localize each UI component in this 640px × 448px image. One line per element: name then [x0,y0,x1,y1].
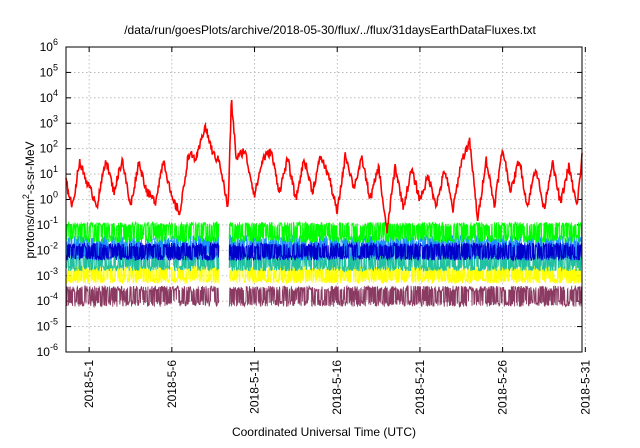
plot-data [65,99,583,309]
plot-frame [65,46,583,353]
y-tick-label: 105 [40,62,58,79]
y-tick-label: 10-3 [37,266,58,283]
x-tick-label: 2018-5-31 [578,360,592,415]
y-tick-label: 104 [40,88,58,105]
y-tick-label: 10-1 [37,215,58,232]
x-tick-label: 2018-5-26 [496,360,510,415]
series-line [65,241,583,263]
y-tick-label: 102 [40,139,58,156]
y-tick-labels: 10-6 10-5 10-4 10-3 10-2 10-1 100 101 102 103 104 1… [37,37,58,359]
y-tick-label: 103 [40,113,58,130]
y-tick-label: 10-5 [37,317,58,334]
series-line [65,220,583,244]
x-tick-labels: 2018-5-1 2018-5-6 2018-5-11 2018-5-16 2018-5… [82,360,592,415]
x-axis-label: Coordinated Universal Time (UTC) [232,425,416,439]
x-tick-label: 2018-5-11 [248,360,262,414]
chart-title: /data/run/goesPlots/archive/2018-05-30/f… [124,23,536,37]
x-tick-label: 2018-5-6 [165,360,179,408]
series-line [65,99,583,234]
y-tick-label: 10-2 [37,240,58,257]
y-tick-label: 100 [40,190,58,207]
grid [66,46,586,353]
series-line [65,284,583,309]
y-tick-label: 10-4 [37,291,58,308]
x-tick-label: 2018-5-1 [82,360,96,408]
y-axis-label-superscript: 2 [21,194,31,199]
x-tick-label: 2018-5-21 [413,360,427,415]
y-tick-label: 106 [40,37,58,54]
y-axis-label: protons/cm2-s-sr-MeV [21,141,37,258]
y-tick-label: 10-6 [37,342,58,359]
y-tick-label: 101 [40,164,58,181]
x-tick-label: 2018-5-16 [330,360,344,415]
